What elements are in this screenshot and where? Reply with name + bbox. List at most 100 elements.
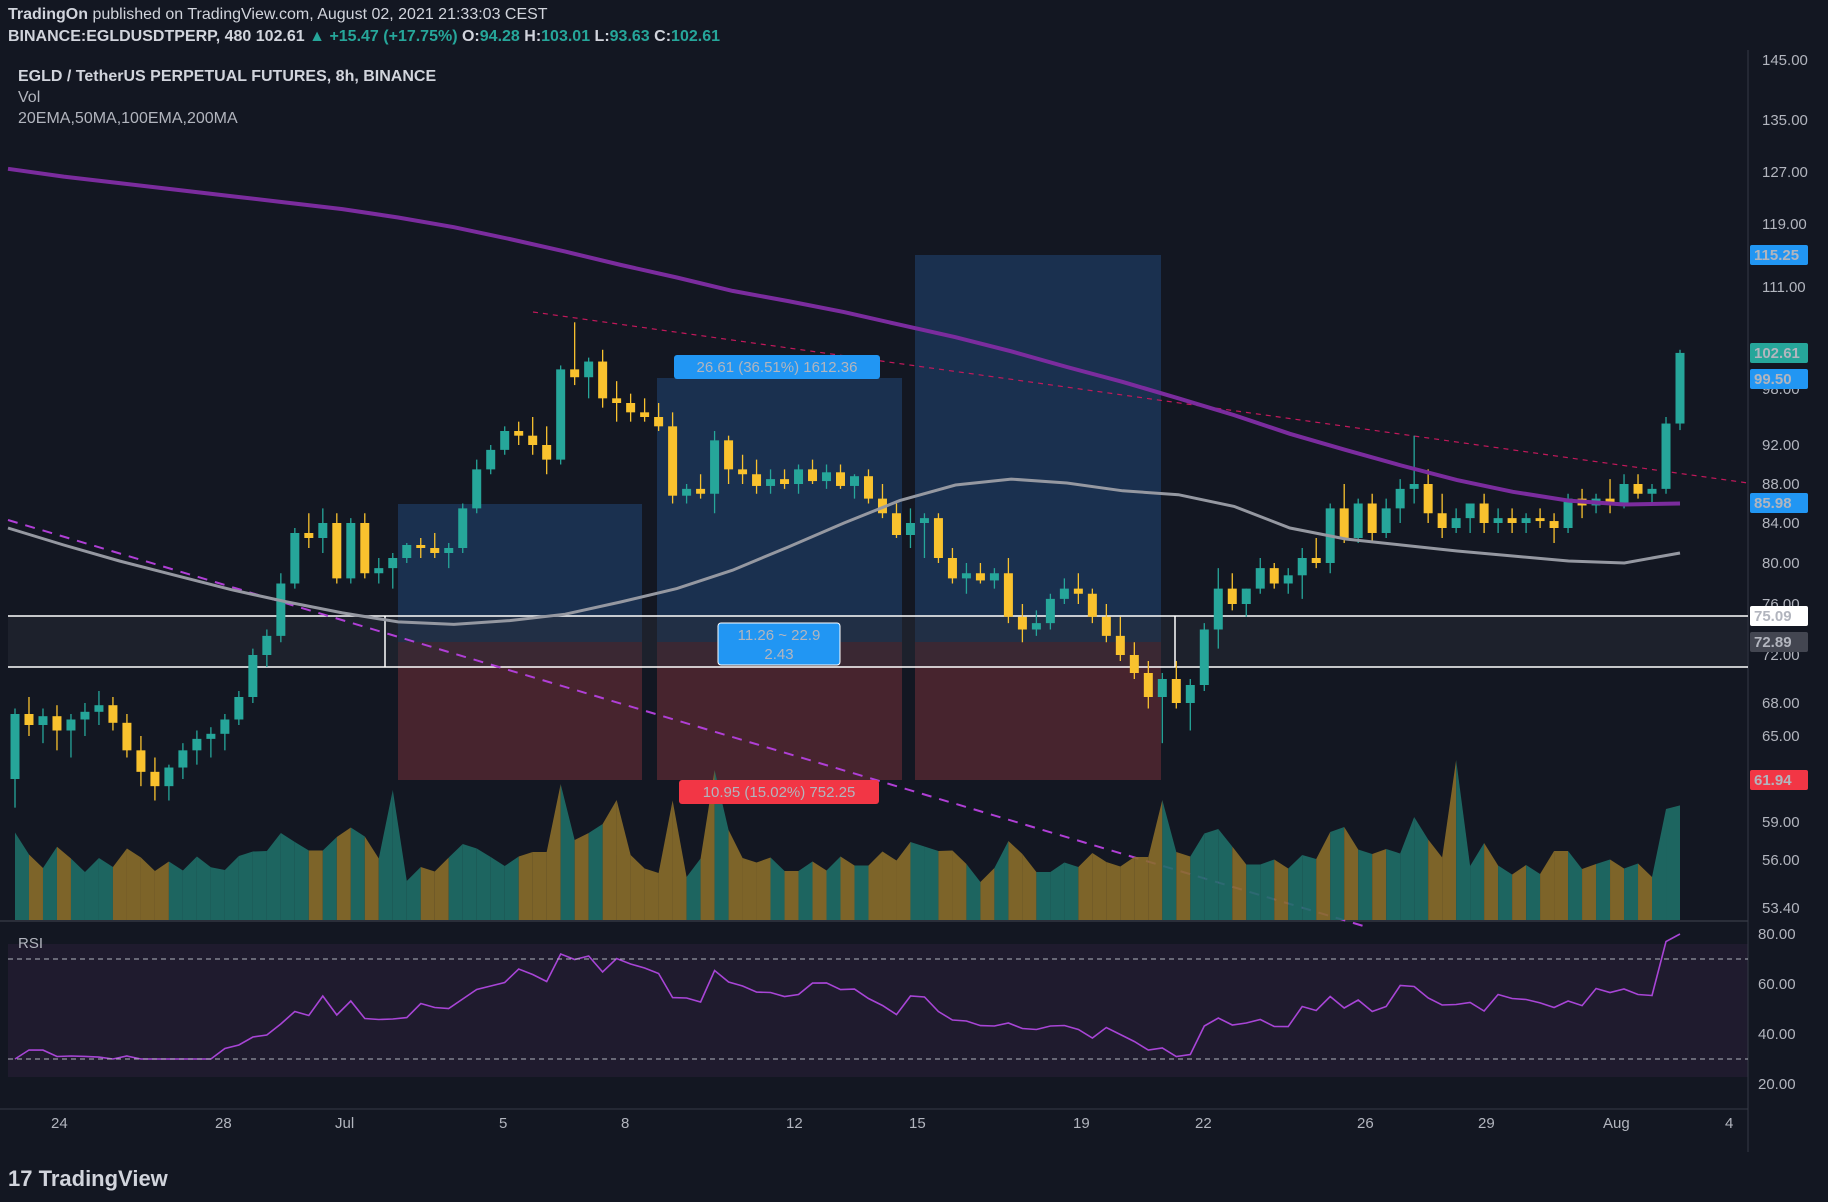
volume-area: [420, 867, 435, 920]
volume-area: [980, 868, 995, 920]
candle-body: [1115, 635, 1125, 655]
ema-100-line: [7, 477, 1681, 626]
volume-area: [784, 871, 799, 920]
candle-body: [738, 469, 748, 475]
volume-area: [854, 865, 869, 920]
candle-body: [1269, 568, 1279, 584]
volume-area: [1666, 805, 1680, 920]
published-text: published on TradingView.com, August 02,…: [92, 6, 548, 23]
candle-body: [905, 523, 915, 535]
candle-body: [1101, 616, 1111, 636]
time-tick-label: 5: [499, 1115, 507, 1132]
volume-area: [1386, 849, 1401, 920]
candle-body: [1619, 484, 1629, 504]
volume-area: [1302, 855, 1317, 920]
symbol-line: BINANCE:EGLDUSDTPERP, 480 102.61 ▲ +15.4…: [8, 28, 720, 46]
volume-area: [1120, 857, 1135, 920]
volume-area: [546, 784, 561, 920]
tradingview-logo[interactable]: 17 TradingView: [8, 1166, 168, 1192]
candle-body: [1241, 588, 1251, 604]
volume-area: [322, 837, 337, 920]
volume-area: [1064, 862, 1079, 920]
volume-area: [1512, 865, 1527, 920]
candle-body: [808, 469, 818, 482]
candle-body: [1311, 558, 1321, 563]
candle-body: [556, 369, 566, 460]
legend-title[interactable]: EGLD / TetherUS PERPETUAL FUTURES, 8h, B…: [18, 68, 437, 85]
candle-body: [276, 583, 286, 636]
volume-area: [1050, 862, 1065, 920]
time-tick-label: 8: [621, 1115, 629, 1132]
time-tick-label: 15: [909, 1115, 926, 1132]
volume-area: [658, 800, 673, 920]
loss-badge-bg: [679, 780, 879, 804]
high-value: 103.01: [541, 28, 591, 45]
time-tick-label: Jul: [335, 1115, 354, 1132]
publisher-name[interactable]: TradingOn: [8, 6, 88, 23]
price-tick-label: 145.00: [1762, 52, 1808, 69]
candle-body: [38, 716, 48, 725]
volume-area: [15, 832, 29, 920]
volume-area: [1358, 849, 1373, 920]
volume-area: [952, 850, 967, 920]
stop-price-label: 61.94: [1754, 772, 1792, 789]
candle-body: [989, 573, 999, 581]
candle-body: [206, 733, 216, 739]
candle-body: [766, 479, 776, 486]
last-price-label-bg: [1750, 343, 1808, 363]
price-tick-label: 127.00: [1762, 164, 1808, 181]
rsi-tick-label: 40.00: [1758, 1026, 1796, 1043]
volume-area: [490, 857, 505, 920]
time-tick-label: 29: [1478, 1115, 1495, 1132]
volume-area: [826, 856, 841, 920]
candle-body: [1437, 513, 1447, 528]
time-tick-label: 4: [1725, 1115, 1733, 1132]
publish-line: TradingOn published on TradingView.com, …: [8, 6, 548, 24]
candle-body: [668, 426, 678, 496]
time-tick-label: 28: [215, 1115, 232, 1132]
chart-header: TradingOn published on TradingView.com, …: [0, 0, 1828, 50]
volume-area: [770, 857, 785, 920]
footer: 17 TradingView: [0, 1152, 1828, 1202]
volume-area: [1344, 827, 1359, 920]
price-tick-label: 119.00: [1762, 216, 1807, 233]
volume-area: [1092, 853, 1107, 920]
candle-body: [1605, 498, 1615, 504]
volume-area: [714, 770, 729, 920]
range-badge-bg: [717, 622, 841, 666]
volume-area: [70, 858, 85, 920]
chart-area[interactable]: 80.00 60.00 40.00 20.00 145.00 135.00 127.00 11…: [0, 50, 1828, 1152]
low-label: L:: [594, 28, 610, 45]
volume-area: [168, 861, 183, 920]
candle-body: [1661, 423, 1671, 489]
volume-area: [1582, 864, 1597, 920]
candle-body: [1479, 503, 1489, 523]
target-price-label: 115.25: [1754, 247, 1799, 264]
candle-body: [696, 488, 706, 494]
volume-area: [504, 856, 519, 920]
volume-area: [1442, 760, 1457, 920]
volume-area: [1260, 859, 1275, 920]
volume-area: [42, 846, 57, 920]
candle-body: [626, 403, 636, 413]
chart-svg[interactable]: 80.00 60.00 40.00 20.00 145.00 135.00 127.00 11…: [0, 50, 1828, 1152]
time-tick-label: 24: [51, 1115, 68, 1132]
legend-mas[interactable]: 20EMA,50MA,100EMA,200MA: [18, 110, 238, 127]
volume-area: [1316, 832, 1331, 920]
candle-body: [752, 474, 762, 486]
ma-price-label-bg: [1750, 493, 1808, 513]
time-tick-label: 12: [786, 1115, 803, 1132]
candle-body: [570, 369, 580, 378]
volume-area: [1134, 857, 1149, 920]
volume-area: [1008, 841, 1023, 920]
candle-body: [1549, 521, 1559, 528]
rsi-line: [14, 933, 1681, 1060]
legend-volume[interactable]: Vol: [18, 89, 41, 106]
volume-area: [1610, 859, 1625, 920]
candle-body: [10, 714, 20, 779]
candle-body: [1297, 558, 1307, 576]
candle-body: [1535, 518, 1545, 522]
volume-area: [644, 868, 659, 920]
volume-area: [1022, 854, 1037, 920]
low-value: 93.63: [609, 28, 650, 45]
